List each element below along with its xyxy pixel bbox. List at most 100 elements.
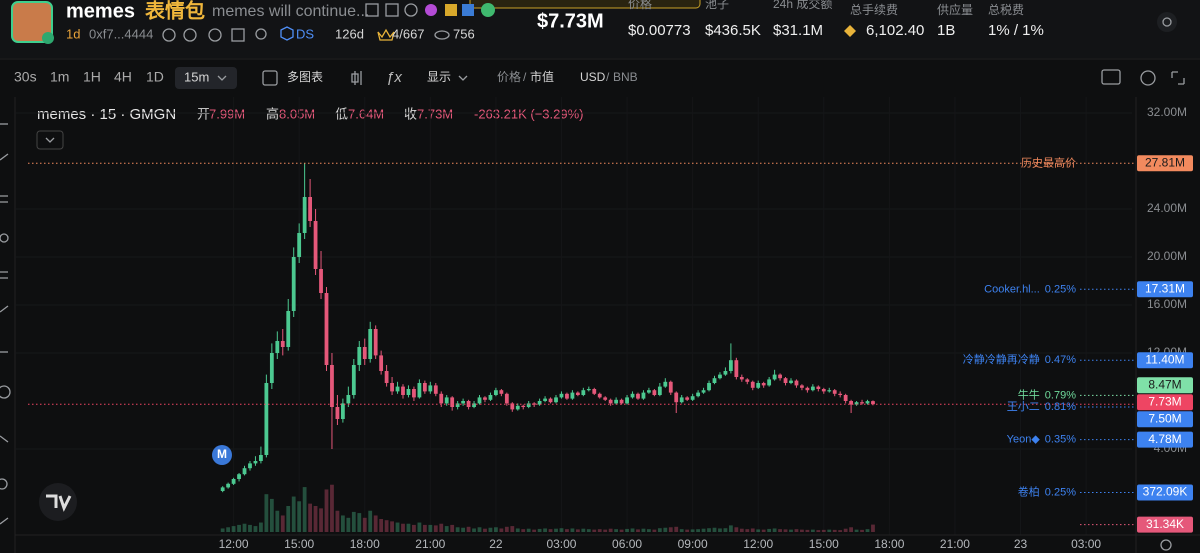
candle-body xyxy=(379,355,384,371)
candle-body xyxy=(433,385,438,394)
candle-body xyxy=(663,381,668,387)
token-avatar[interactable] xyxy=(11,1,53,43)
candle-body xyxy=(220,487,225,491)
volume-bar xyxy=(619,529,624,532)
volume-bar xyxy=(608,528,613,532)
volume-bar xyxy=(231,526,236,532)
axis-settings[interactable] xyxy=(1160,539,1172,551)
volume-bar xyxy=(707,528,711,532)
eye-icon xyxy=(434,30,450,40)
tool[interactable] xyxy=(0,153,9,161)
icon[interactable] xyxy=(231,28,245,42)
tool[interactable] xyxy=(0,385,11,399)
volume-bar xyxy=(351,511,356,532)
interval-selected[interactable] xyxy=(175,67,237,89)
edit-icon[interactable] xyxy=(365,3,379,17)
tool[interactable] xyxy=(0,233,9,243)
search-icon[interactable] xyxy=(255,28,267,40)
volume-bar xyxy=(504,526,509,532)
volume-bar xyxy=(816,530,821,532)
caret xyxy=(217,75,227,81)
indicator-icon[interactable]: ƒx xyxy=(386,69,402,86)
camera-icon[interactable] xyxy=(1101,69,1121,85)
tv-logo[interactable] xyxy=(39,483,77,521)
interval-option[interactable]: 1m xyxy=(50,69,69,85)
settings-button[interactable] xyxy=(1157,12,1177,32)
volume-bar xyxy=(728,525,733,532)
volume-bar xyxy=(821,529,826,532)
candle-body xyxy=(412,389,416,398)
interval-option[interactable]: 30s xyxy=(14,69,37,85)
candle-body xyxy=(368,329,373,359)
volume-bar xyxy=(657,528,662,532)
volume-bar xyxy=(838,530,843,532)
y-tick-label: 16.00M xyxy=(1147,297,1187,311)
candle-body xyxy=(526,403,531,407)
candle-body xyxy=(455,403,460,407)
token-address[interactable]: 0xf7...4444 xyxy=(89,26,153,41)
candle-body xyxy=(297,233,302,257)
share-icon[interactable] xyxy=(404,3,418,17)
tool[interactable] xyxy=(0,478,8,490)
x-tick-label: 21:00 xyxy=(415,537,445,551)
candle-body xyxy=(559,393,564,398)
usd-toggle[interactable]: USD xyxy=(580,70,606,84)
symbol: memes · 15 · GMGN xyxy=(37,106,176,123)
candle-body xyxy=(750,381,755,388)
copy-icon[interactable] xyxy=(385,3,399,17)
candle-body xyxy=(641,392,646,399)
low-label: 低 xyxy=(335,106,348,121)
tool[interactable] xyxy=(0,435,9,443)
plot: 4.00M12.00M16.00M20.00M24.00M32.00M12:00… xyxy=(15,97,1200,553)
tool[interactable] xyxy=(0,271,8,279)
volume-bar xyxy=(226,527,231,532)
high-value: 8.05M xyxy=(279,106,315,121)
candle-type-icon[interactable] xyxy=(351,71,362,85)
candle-body xyxy=(734,360,739,377)
volume-bar xyxy=(302,487,307,532)
volume-bar xyxy=(483,528,487,532)
icon[interactable] xyxy=(208,28,222,42)
market-cap: $7.73M xyxy=(537,10,604,32)
volume-bar xyxy=(865,529,870,532)
candle-body xyxy=(324,293,329,365)
interval-option[interactable]: 1D xyxy=(146,69,164,85)
candle-body xyxy=(827,390,832,392)
price-tag-label: 31.34K xyxy=(1146,517,1184,531)
interval-option[interactable]: 4H xyxy=(114,69,132,85)
icon[interactable] xyxy=(183,28,197,42)
gear-icon[interactable] xyxy=(1140,70,1156,86)
ds-label[interactable]: DS xyxy=(296,26,314,41)
candle-body xyxy=(242,468,247,475)
checkbox[interactable] xyxy=(262,70,278,86)
tool[interactable] xyxy=(0,517,9,525)
volume-bar xyxy=(291,496,296,532)
candle-body xyxy=(259,455,263,461)
volume-bar xyxy=(625,528,629,532)
volume-bar xyxy=(789,529,793,532)
price-tag-label: 7.73M xyxy=(1148,394,1181,408)
tool[interactable] xyxy=(0,305,9,313)
bnb-toggle[interactable]: BNB xyxy=(613,70,638,84)
volume-bar xyxy=(734,527,739,532)
volume-bar xyxy=(340,515,345,532)
marker-dot[interactable] xyxy=(212,445,232,465)
display-menu[interactable]: 显示 xyxy=(427,70,451,84)
fullscreen-icon[interactable] xyxy=(1171,71,1185,85)
tool[interactable] xyxy=(0,195,8,203)
candle-body xyxy=(843,395,848,401)
interval-option[interactable]: 1H xyxy=(83,69,101,85)
close-label: 收 xyxy=(404,106,417,121)
candle-body xyxy=(767,379,772,386)
candle-body xyxy=(565,393,569,399)
legend-toggle[interactable] xyxy=(36,130,64,150)
icon[interactable] xyxy=(162,28,176,42)
candle-body xyxy=(701,390,706,393)
mcap-toggle[interactable]: 市值 xyxy=(530,69,554,84)
price-tag xyxy=(1137,155,1193,172)
price-toggle[interactable]: 价格 xyxy=(497,69,521,84)
candle-body xyxy=(761,383,766,386)
x-tick-label: 03:00 xyxy=(546,537,576,551)
volume-bar xyxy=(384,520,389,532)
